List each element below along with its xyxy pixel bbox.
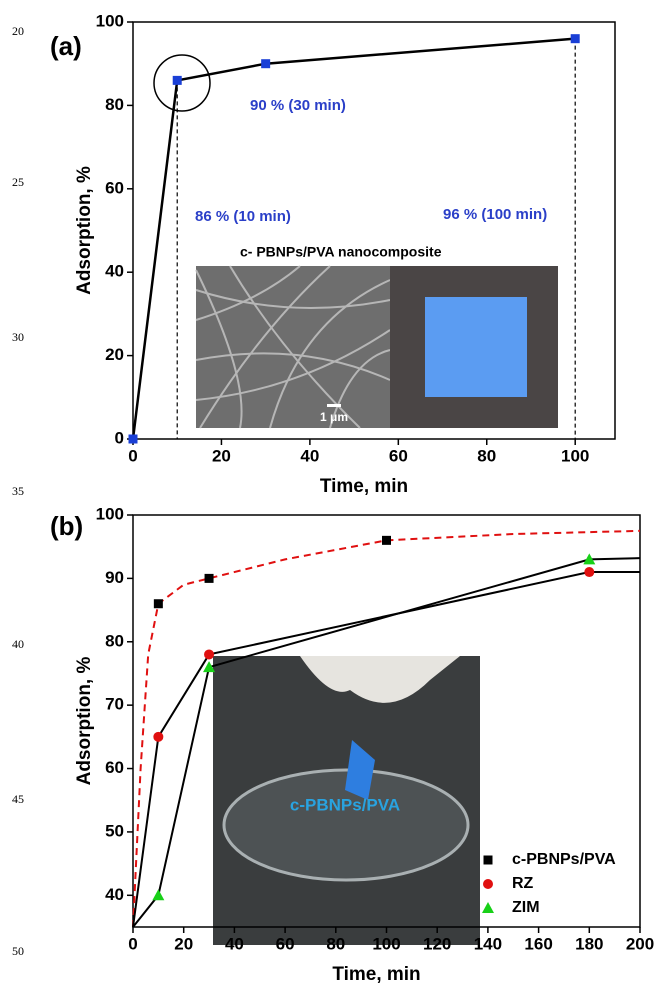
y-axis-title: Adsorption, % (74, 657, 95, 786)
film-photo (425, 297, 527, 397)
x-tick-label: 80 (477, 446, 496, 465)
y-tick-label: 40 (105, 262, 124, 281)
y-tick-label: 0 (115, 428, 124, 447)
panel-label: (b) (50, 511, 83, 541)
y-tick-label: 70 (105, 695, 124, 714)
legend-marker (482, 902, 494, 913)
line-number: 30 (12, 330, 24, 344)
figure: 20 25 30 35 40 45 50 0 20 40 60 80 100 0 20 40 60 80 100 Ti… (0, 0, 659, 986)
legend-label: ZIM (512, 899, 540, 916)
y-tick-label: 60 (105, 178, 124, 197)
line-number: 50 (12, 944, 24, 958)
x-axis-title: Time, min (332, 964, 420, 985)
x-tick-label: 120 (423, 934, 451, 953)
x-tick-label: 60 (389, 446, 408, 465)
marker (382, 536, 391, 545)
marker (129, 435, 138, 444)
x-tick-label: 140 (474, 934, 502, 953)
marker (205, 574, 214, 583)
x-tick-label: 0 (128, 934, 137, 953)
legend-label: c-PBNPs/PVA (512, 851, 616, 868)
inset-label: c-PBNPs/PVA (290, 795, 400, 814)
annotation: 90 % (30 min) (250, 97, 346, 114)
line-number: 45 (12, 792, 24, 806)
y-tick-label: 50 (105, 821, 124, 840)
y-tick-label: 80 (105, 95, 124, 114)
inset-title: c- PBNPs/PVA nanocomposite (240, 244, 442, 260)
marker (261, 59, 270, 68)
y-tick-label: 40 (105, 885, 124, 904)
marker (204, 649, 214, 659)
highlight-circle (154, 55, 210, 111)
y-axis-title: Adsorption, % (74, 166, 95, 295)
marker (154, 599, 163, 608)
x-tick-label: 20 (174, 934, 193, 953)
y-tick-label: 90 (105, 568, 124, 587)
x-tick-label: 0 (128, 446, 137, 465)
x-tick-label: 80 (326, 934, 345, 953)
y-tick-label: 100 (96, 11, 124, 30)
y-tick-label: 100 (96, 504, 124, 523)
y-tick-label: 60 (105, 758, 124, 777)
x-tick-label: 100 (372, 934, 400, 953)
line-number: 35 (12, 484, 24, 498)
x-tick-label: 200 (626, 934, 654, 953)
line-number: 40 (12, 637, 24, 651)
x-tick-label: 180 (575, 934, 603, 953)
line-number: 25 (12, 175, 24, 189)
line-number: 20 (12, 24, 24, 38)
y-tick-label: 20 (105, 345, 124, 364)
x-tick-label: 40 (225, 934, 244, 953)
y-tick-label: 80 (105, 631, 124, 650)
scale-bar (327, 404, 341, 407)
panel-label: (a) (50, 31, 82, 61)
x-tick-label: 20 (212, 446, 231, 465)
legend-marker (484, 856, 493, 865)
x-tick-label: 40 (300, 446, 319, 465)
marker (571, 34, 580, 43)
x-tick-label: 60 (276, 934, 295, 953)
marker (584, 567, 594, 577)
annotation: 96 % (100 min) (443, 206, 547, 223)
legend-label: RZ (512, 875, 534, 892)
legend-marker (483, 879, 493, 889)
annotation: 86 % (10 min) (195, 208, 291, 225)
marker (152, 889, 164, 900)
marker (173, 76, 182, 85)
x-tick-label: 100 (561, 446, 589, 465)
marker (153, 732, 163, 742)
x-axis-title: Time, min (320, 476, 408, 497)
scale-bar-label: 1 μm (320, 410, 348, 424)
x-tick-label: 160 (524, 934, 552, 953)
